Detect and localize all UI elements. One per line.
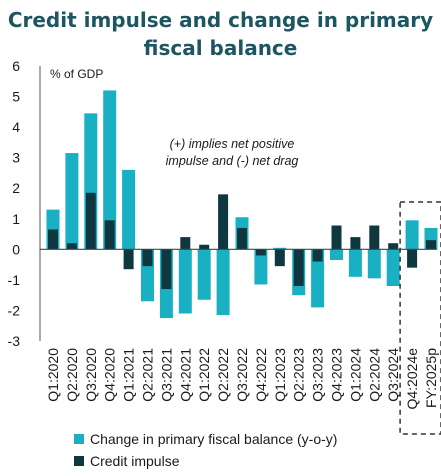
chart-title-line-2: fiscal balance [143, 36, 298, 60]
bar-credit-impulse [369, 225, 380, 250]
legend-label-credit-impulse: Credit impulse [90, 453, 180, 469]
y-tick-label: 4 [12, 119, 20, 135]
y-tick-label: 2 [12, 180, 20, 196]
x-tick-label: Q3:2023 [310, 348, 326, 402]
forecast-highlight-box [399, 201, 441, 435]
x-tick-label: Q3:2022 [234, 348, 250, 402]
bar-credit-impulse [85, 192, 96, 250]
bar-fiscal-balance [65, 153, 79, 250]
bar-fiscal-balance [386, 249, 400, 286]
bar-fiscal-balance [367, 249, 381, 279]
legend-swatch-fiscal-balance [74, 434, 84, 444]
bar-fiscal-balance [122, 169, 136, 250]
bar-fiscal-balance [273, 247, 287, 250]
x-tick-label: Q2:2022 [215, 348, 231, 402]
x-tick-label: Q2:2020 [64, 348, 80, 402]
x-tick-label: Q4:2020 [102, 348, 118, 402]
bar-fiscal-balance [348, 249, 362, 277]
legend-item-credit-impulse: Credit impulse [74, 450, 337, 472]
bar-credit-impulse [255, 249, 266, 256]
x-tick-label: Q1:2023 [272, 348, 288, 402]
x-tick-label: Q4:2021 [177, 348, 193, 402]
x-tick-label: Q4:2022 [253, 348, 269, 402]
x-tick-label: Q1:2021 [121, 348, 137, 402]
bar-credit-impulse [407, 249, 418, 268]
x-tick-label: Q1:2024 [347, 348, 363, 402]
bar-fiscal-balance [197, 249, 211, 300]
x-tick-label: Q1:2022 [196, 348, 212, 402]
x-tick-label: Q2:2021 [140, 348, 156, 402]
unit-label: % of GDP [50, 67, 103, 81]
x-tick-label: Q3:2024 [385, 348, 401, 402]
bar-credit-impulse [293, 249, 304, 286]
bar-credit-impulse [199, 244, 210, 250]
bar-fiscal-balance [178, 249, 192, 314]
bar-credit-impulse [312, 249, 323, 262]
x-tick-label: FY:2025p [423, 348, 439, 408]
x-tick-label: Q4:2023 [329, 348, 345, 402]
chart-title-line-1: Credit impulse and change in primary [7, 8, 434, 32]
bar-fiscal-balance [311, 249, 325, 308]
x-tick-label: Q4:2024e [404, 348, 420, 410]
bar-credit-impulse [66, 243, 77, 250]
y-tick-label: 6 [12, 58, 20, 74]
x-tick-label: Q2:2024 [366, 348, 382, 402]
x-tick-label: Q2:2023 [291, 348, 307, 402]
y-tick-label: 5 [12, 89, 20, 105]
x-tick-label: Q1:2020 [45, 348, 61, 402]
bar-credit-impulse [48, 229, 58, 250]
bar-credit-impulse [123, 249, 134, 270]
bar-credit-impulse [350, 237, 361, 250]
legend-label-fiscal-balance: Change in primary fiscal balance (y-o-y) [90, 431, 338, 447]
chart-title: Credit impulse and change in primary fis… [0, 6, 441, 62]
bar-fiscal-balance [254, 249, 268, 285]
y-tick-label: -1 [8, 272, 21, 288]
bar-credit-impulse [218, 194, 229, 250]
bar-credit-impulse [426, 240, 436, 250]
legend: Change in primary fiscal balance (y-o-y)… [74, 428, 337, 472]
y-tick-label: -3 [8, 333, 21, 349]
bar-credit-impulse [180, 237, 191, 250]
bar-credit-impulse [142, 249, 153, 267]
bar-credit-impulse [331, 225, 342, 250]
bar-credit-impulse [161, 249, 172, 290]
legend-swatch-credit-impulse [74, 456, 84, 466]
y-tick-label: 3 [12, 150, 20, 166]
bar-credit-impulse [274, 249, 285, 267]
legend-item-fiscal-balance: Change in primary fiscal balance (y-o-y) [74, 428, 337, 450]
x-tick-label: Q3:2021 [158, 348, 174, 402]
annotation-line-2: impulse and (-) net drag [166, 154, 299, 168]
bar-fiscal-balance [216, 249, 230, 316]
bar-fiscal-balance [330, 249, 343, 261]
y-tick-label: 0 [12, 241, 20, 257]
bar-credit-impulse [237, 227, 247, 250]
bar-fiscal-balance [103, 90, 117, 250]
annotation-line-1: (+) implies net positive [170, 137, 295, 151]
x-tick-label: Q3:2020 [83, 348, 99, 402]
y-tick-label: -2 [8, 302, 21, 318]
bar-credit-impulse [388, 243, 399, 250]
bar-credit-impulse [104, 220, 115, 250]
bar-fiscal-balance [405, 220, 419, 250]
y-tick-label: 1 [12, 211, 20, 227]
